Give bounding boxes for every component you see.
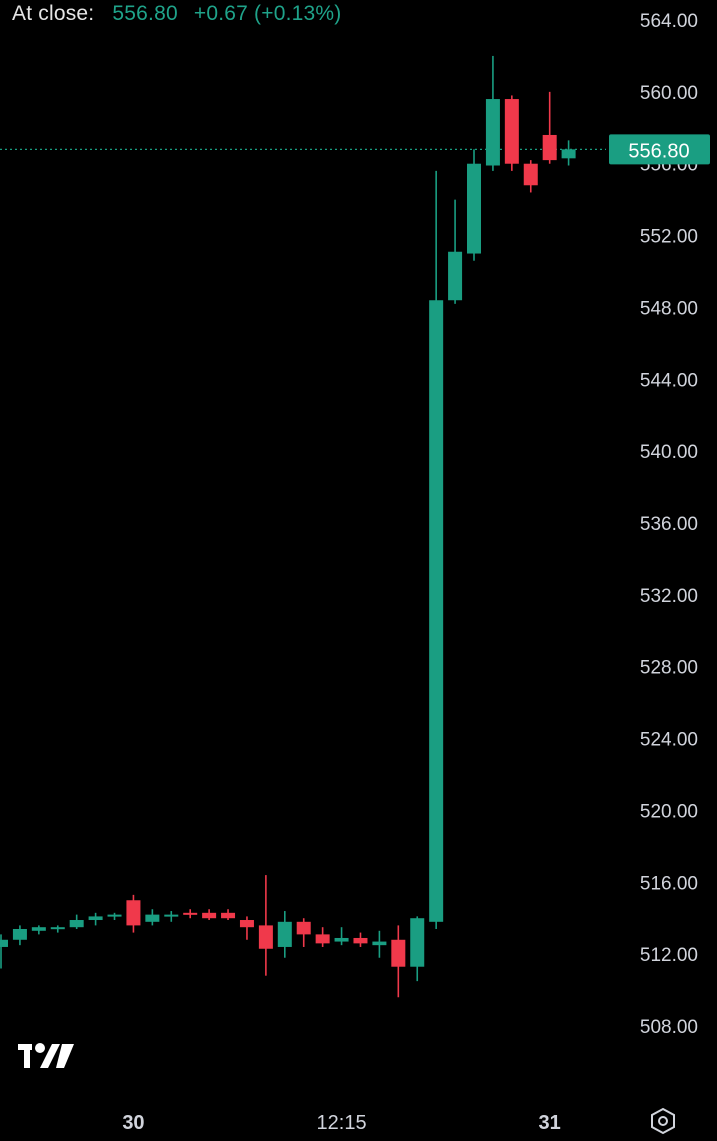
y-tick-label: 524.00 <box>640 730 698 751</box>
candle-body <box>0 939 8 947</box>
candle-body <box>485 99 500 166</box>
candle-body <box>145 914 160 922</box>
candle-body <box>372 941 387 946</box>
candle-body <box>258 925 273 949</box>
at-close-label: At close: <box>12 2 95 25</box>
candle-body <box>523 163 538 186</box>
candle-body <box>277 921 292 947</box>
close-price-value: 556.80 <box>112 2 178 25</box>
candle-body <box>391 939 406 967</box>
candle-body <box>88 916 103 921</box>
close-header: At close: 556.80 +0.67 (+0.13%) <box>12 2 341 26</box>
last-price-tag-label: 556.80 <box>628 140 689 162</box>
candle-body <box>31 927 46 931</box>
candle-body <box>429 300 444 922</box>
x-tick-label: 12:15 <box>317 1112 367 1134</box>
x-tick-label: 30 <box>122 1112 144 1134</box>
candle-body <box>164 914 179 917</box>
y-tick-label: 532.00 <box>640 586 698 607</box>
x-tick-label: 31 <box>539 1112 561 1134</box>
y-tick-label: 548.00 <box>640 298 698 319</box>
y-tick-label: 544.00 <box>640 370 698 391</box>
candle-body <box>69 920 84 928</box>
candle-body <box>183 912 198 915</box>
candle-body <box>107 914 122 917</box>
candle-body <box>467 163 481 254</box>
y-tick-label: 536.00 <box>640 514 698 535</box>
candle-body <box>542 134 557 161</box>
candle-body <box>50 927 65 930</box>
y-tick-label: 560.00 <box>640 83 698 104</box>
candle-body <box>202 912 217 919</box>
y-tick-label: 528.00 <box>640 658 698 679</box>
candle-body <box>504 99 519 164</box>
y-tick-label: 552.00 <box>640 227 698 248</box>
candle-body <box>12 928 27 940</box>
candle-body <box>296 921 311 935</box>
candle-body <box>221 912 236 919</box>
y-tick-label: 540.00 <box>640 442 698 463</box>
settings-hexagon-icon[interactable] <box>648 1106 678 1136</box>
candle-body <box>334 937 349 942</box>
candle-body <box>239 920 254 928</box>
candle-body <box>561 149 576 159</box>
last-price-tag <box>609 134 710 165</box>
y-tick-label: 508.00 <box>640 1017 698 1038</box>
y-tick-label: 516.00 <box>640 873 698 894</box>
candle-body <box>410 918 425 967</box>
tradingview-logo-icon <box>18 1040 74 1075</box>
candle-body <box>448 251 463 301</box>
y-tick-label: 520.00 <box>640 801 698 822</box>
price-change-value: +0.67 (+0.13%) <box>193 2 342 25</box>
candle-body <box>315 934 330 944</box>
candle-body <box>126 900 141 926</box>
y-tick-label: 512.00 <box>640 945 698 966</box>
y-tick-label: 564.00 <box>640 11 698 32</box>
candle-body <box>353 937 368 944</box>
